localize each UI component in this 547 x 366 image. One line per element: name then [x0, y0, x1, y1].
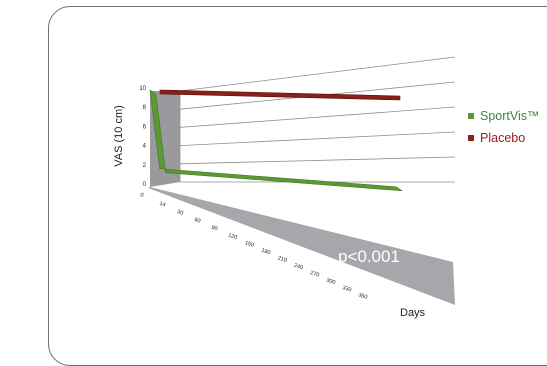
legend-label-placebo: Placebo	[480, 131, 526, 145]
x-tick-label: 210	[277, 255, 288, 264]
gridline	[179, 156, 456, 165]
x-tick-label: 360	[357, 292, 368, 301]
p-value-annotation: p<0.001	[338, 247, 400, 266]
x-tick-label: 300	[325, 277, 336, 286]
y-tick-label: 4	[143, 144, 147, 150]
x-tick-label: 120	[227, 232, 238, 241]
gridline	[179, 131, 456, 146]
legend-item-sportvis: SportVis™	[468, 109, 540, 123]
chart-svg: 0 2 4 6 8 10 0 14 30 60 90 120 150 180 210 240 270 300 33…	[113, 56, 456, 319]
gridlines	[179, 56, 456, 183]
legend-swatch-placebo	[468, 135, 474, 141]
x-tick-label: 0	[139, 192, 144, 199]
x-tick-labels: 0 14 30 60 90 120 150 180 210 240 270 300 330 360	[139, 192, 368, 301]
x-tick-label: 30	[176, 209, 184, 217]
chart-floor	[148, 187, 455, 305]
y-tick-labels: 0 2 4 6 8 10	[139, 86, 146, 188]
y-axis-label: VAS (10 cm)	[113, 105, 125, 167]
x-tick-label: 330	[341, 285, 352, 294]
series-ribbon-sportvis	[149, 89, 404, 192]
x-tick-label: 240	[293, 263, 304, 272]
y-tick-label: 6	[143, 124, 147, 130]
x-tick-label: 180	[260, 248, 271, 257]
gridline	[179, 106, 456, 128]
legend-swatch-sportvis	[468, 113, 474, 119]
x-tick-label: 150	[244, 240, 255, 249]
y-tick-label: 2	[143, 163, 147, 169]
y-tick-label: 8	[143, 105, 147, 111]
y-tick-label: 10	[139, 86, 146, 92]
gridline	[179, 56, 456, 92]
legend-item-placebo: Placebo	[468, 131, 525, 145]
x-tick-label: 60	[193, 217, 201, 225]
series-layer	[149, 89, 404, 192]
legend-label-sportvis: SportVis™	[480, 109, 540, 123]
series-ribbon-placebo	[159, 89, 401, 101]
x-axis-label: Days	[400, 307, 426, 319]
x-tick-label: 270	[309, 270, 320, 279]
x-tick-label: 14	[158, 201, 166, 209]
x-tick-label: 90	[210, 225, 218, 233]
y-tick-label: 0	[143, 182, 147, 188]
